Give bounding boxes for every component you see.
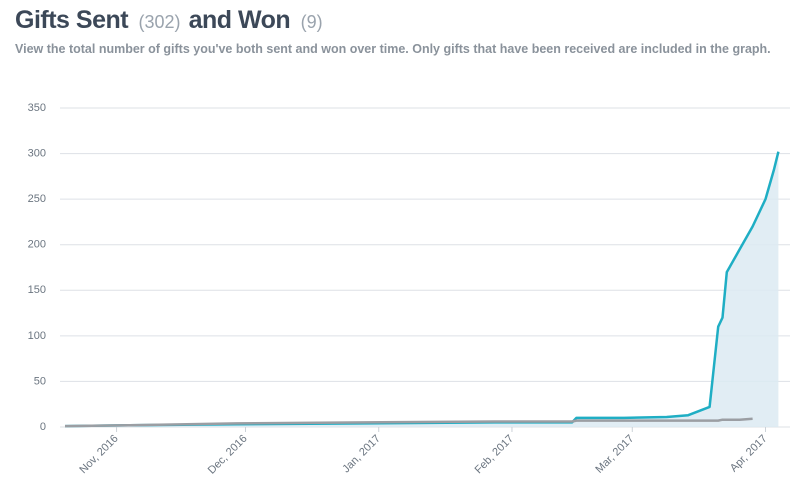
x-tick-label: Dec, 2016 <box>206 433 250 477</box>
title-won: and Won <box>188 6 291 34</box>
title-sent: Gifts Sent <box>15 6 129 34</box>
x-tick-label: Nov, 2016 <box>77 433 120 476</box>
line <box>64 151 780 428</box>
y-tick-label: 100 <box>28 330 46 342</box>
x-tick-label: Mar, 2017 <box>593 433 636 476</box>
x-tick-label: Apr, 2017 <box>728 433 770 475</box>
title: Gifts Sent (302) and Won (9) <box>15 6 790 35</box>
description: View the total number of gifts you've bo… <box>15 42 771 56</box>
y-tick-label: 250 <box>28 193 46 205</box>
sent-count: (302) <box>138 12 181 32</box>
y-tick-label: 0 <box>40 421 46 433</box>
line <box>64 417 753 428</box>
won-count: (9) <box>300 12 323 32</box>
y-tick-label: 50 <box>34 375 46 387</box>
header: Gifts Sent (302) and Won (9) View the tot… <box>15 6 790 58</box>
y-tick-label: 200 <box>28 239 46 251</box>
y-tick-label: 300 <box>28 147 46 159</box>
y-tick-label: 150 <box>28 284 46 296</box>
x-tick-label: Feb, 2017 <box>473 433 517 477</box>
area <box>65 151 779 427</box>
x-tick-label: Jan, 2017 <box>340 433 383 476</box>
y-tick-label: 350 <box>28 102 46 114</box>
